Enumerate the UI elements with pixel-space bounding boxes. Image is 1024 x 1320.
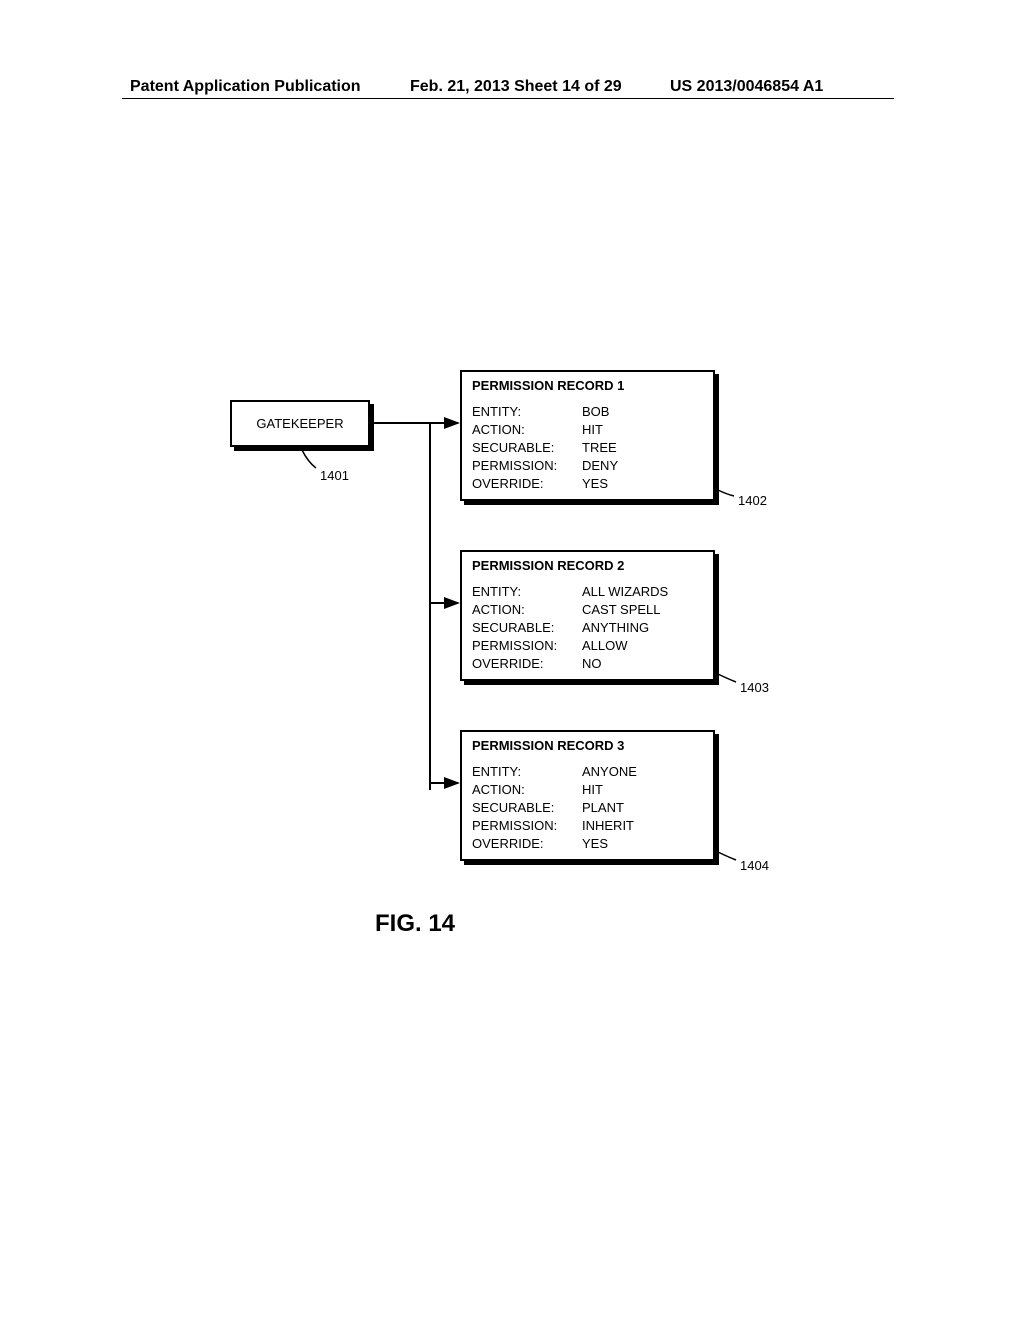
label-override: OVERRIDE:	[472, 655, 582, 673]
permission-record-3: PERMISSION RECORD 3 ENTITY:ANYONE ACTION…	[460, 730, 715, 861]
figure-title: FIG. 14	[375, 910, 455, 938]
ref-1402: 1402	[738, 493, 767, 508]
value-entity: ANYONE	[582, 763, 703, 781]
value-override: NO	[582, 655, 703, 673]
permission-record-1: PERMISSION RECORD 1 ENTITY:BOB ACTION:HI…	[460, 370, 715, 501]
ref-1404: 1404	[740, 858, 769, 873]
label-entity: ENTITY:	[472, 763, 582, 781]
gatekeeper-box: GATEKEEPER	[230, 400, 370, 447]
value-securable: TREE	[582, 439, 703, 457]
value-entity: BOB	[582, 403, 703, 421]
label-entity: ENTITY:	[472, 403, 582, 421]
label-permission: PERMISSION:	[472, 457, 582, 475]
label-permission: PERMISSION:	[472, 817, 582, 835]
label-securable: SECURABLE:	[472, 439, 582, 457]
diagram-canvas: GATEKEEPER PERMISSION RECORD 1 ENTITY:BO…	[0, 0, 1024, 1320]
value-permission: DENY	[582, 457, 703, 475]
value-action: HIT	[582, 421, 703, 439]
value-action: CAST SPELL	[582, 601, 703, 619]
label-action: ACTION:	[472, 421, 582, 439]
label-action: ACTION:	[472, 781, 582, 799]
value-permission: INHERIT	[582, 817, 703, 835]
label-securable: SECURABLE:	[472, 799, 582, 817]
value-override: YES	[582, 835, 703, 853]
record-title: PERMISSION RECORD 1	[472, 378, 703, 393]
value-securable: PLANT	[582, 799, 703, 817]
value-permission: ALLOW	[582, 637, 703, 655]
ref-1403: 1403	[740, 680, 769, 695]
record-title: PERMISSION RECORD 3	[472, 738, 703, 753]
value-securable: ANYTHING	[582, 619, 703, 637]
value-action: HIT	[582, 781, 703, 799]
gatekeeper-label: GATEKEEPER	[256, 416, 343, 431]
value-override: YES	[582, 475, 703, 493]
label-action: ACTION:	[472, 601, 582, 619]
label-entity: ENTITY:	[472, 583, 582, 601]
label-override: OVERRIDE:	[472, 835, 582, 853]
ref-1401: 1401	[320, 468, 349, 483]
record-title: PERMISSION RECORD 2	[472, 558, 703, 573]
permission-record-2: PERMISSION RECORD 2 ENTITY:ALL WIZARDS A…	[460, 550, 715, 681]
label-permission: PERMISSION:	[472, 637, 582, 655]
value-entity: ALL WIZARDS	[582, 583, 703, 601]
label-securable: SECURABLE:	[472, 619, 582, 637]
label-override: OVERRIDE:	[472, 475, 582, 493]
